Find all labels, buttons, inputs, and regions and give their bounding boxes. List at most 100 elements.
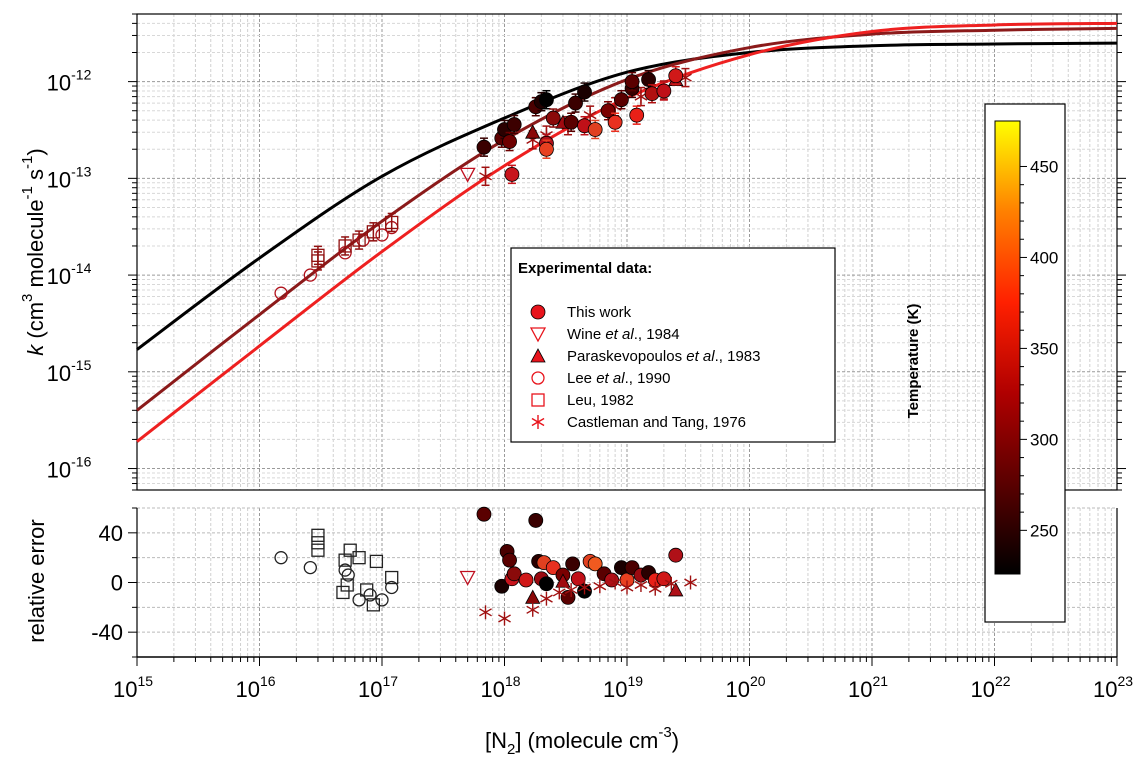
legend-label: Leu, 1982 — [567, 392, 634, 409]
data-point — [504, 166, 520, 182]
colorbar-tick-label: 350 — [1030, 339, 1058, 358]
legend-label: This work — [567, 304, 632, 321]
data-point — [274, 286, 288, 300]
x-tick-label: 1018 — [480, 673, 520, 702]
data-point — [531, 393, 545, 407]
data-point — [629, 107, 645, 123]
asterisk-stroke — [564, 585, 578, 595]
data-point — [578, 580, 591, 595]
data-point — [311, 528, 325, 542]
top-y-ticks — [128, 13, 1126, 491]
legend-label: Lee et al., 1990 — [567, 370, 670, 387]
data-point — [479, 169, 492, 184]
data-point — [530, 304, 546, 320]
y-tick-label: 0 — [111, 571, 123, 596]
asterisk-stroke — [479, 172, 492, 181]
data-point — [607, 114, 623, 130]
data-point — [668, 582, 684, 597]
data-point — [459, 167, 476, 183]
data-point — [525, 589, 541, 604]
data-point — [366, 598, 381, 612]
data-point — [369, 554, 384, 569]
asterisk-stroke — [684, 578, 697, 587]
data-point — [531, 415, 545, 429]
legend-label: Paraskevopoulos et al., 1983 — [567, 348, 760, 365]
asterisk-stroke — [531, 417, 545, 427]
y-tick-label: 10-16 — [47, 454, 92, 483]
y-tick-label: 10-14 — [47, 260, 92, 289]
data-point — [385, 215, 399, 230]
data-point — [476, 139, 492, 155]
data-point — [303, 268, 317, 282]
colorbar-tick-label: 250 — [1030, 521, 1058, 540]
data-point — [641, 72, 656, 87]
top-y-axis-title: k (cm3 molecule-1 s-1) — [19, 148, 48, 355]
fit-curve-1 — [136, 41, 1118, 351]
data-point — [343, 543, 357, 557]
asterisk-stroke — [620, 583, 634, 592]
data-point — [529, 327, 547, 343]
data-point — [530, 348, 546, 363]
residual-series-4 — [311, 528, 399, 612]
data-point — [518, 572, 534, 588]
y-tick-label: 40 — [99, 521, 123, 546]
asterisk-stroke — [578, 583, 591, 592]
asterisk-stroke — [648, 584, 662, 593]
data-point — [385, 570, 399, 585]
data-point — [656, 571, 672, 587]
data-point — [479, 605, 492, 620]
fit-curve-2 — [136, 26, 1118, 412]
data-point — [525, 124, 541, 139]
data-point — [531, 371, 545, 385]
data-point — [539, 92, 554, 108]
data-point — [539, 576, 554, 592]
data-point — [375, 593, 389, 607]
data-point — [340, 578, 354, 592]
data-point — [624, 74, 640, 90]
x-tick-label: 1022 — [970, 673, 1010, 702]
residual-series-1 — [459, 570, 476, 586]
data-point — [568, 95, 583, 111]
data-point — [565, 556, 581, 572]
bottom-data-points — [274, 506, 697, 626]
data-point — [338, 239, 352, 253]
data-point — [375, 228, 389, 242]
data-point — [664, 576, 678, 591]
colorbar-tick-label: 450 — [1030, 157, 1058, 176]
x-tick-label: 1021 — [848, 673, 888, 702]
data-point — [577, 84, 592, 100]
x-tick-label: 1017 — [358, 673, 398, 702]
data-point — [303, 560, 317, 575]
bottom-y-axis-title: relative error — [24, 519, 49, 642]
asterisk-stroke — [526, 605, 540, 614]
data-point — [668, 547, 684, 563]
legend-label: Wine et al., 1984 — [567, 326, 680, 343]
data-point — [684, 575, 697, 590]
asterisk-stroke — [583, 111, 597, 120]
asterisk-stroke — [634, 580, 648, 590]
asterisk-stroke — [593, 582, 607, 591]
x-tick-label: 1023 — [1093, 673, 1133, 702]
top-data-points — [274, 65, 692, 300]
data-point — [540, 591, 553, 606]
data-point — [363, 588, 377, 602]
asterisk-stroke — [552, 588, 566, 597]
data-point — [502, 134, 517, 149]
data-point — [506, 566, 522, 582]
x-tick-label: 1019 — [603, 673, 643, 702]
legend-label: Castleman and Tang, 1976 — [567, 414, 746, 431]
data-point — [528, 513, 544, 528]
colorbar: 250 300 350 400 450 — [984, 103, 1066, 623]
top-plot-frame — [136, 13, 1118, 491]
y-tick-label: 10-12 — [47, 67, 92, 96]
asterisk-stroke — [608, 578, 622, 587]
data-point — [476, 506, 492, 522]
data-point — [352, 551, 366, 565]
data-point — [555, 573, 571, 588]
data-point — [634, 577, 648, 592]
y-tick-label: -40 — [91, 620, 123, 645]
colorbar-title: Temperature (K) — [905, 304, 922, 419]
legend-frame — [510, 247, 836, 443]
y-tick-label: 10-15 — [47, 357, 92, 386]
data-point — [336, 585, 350, 600]
